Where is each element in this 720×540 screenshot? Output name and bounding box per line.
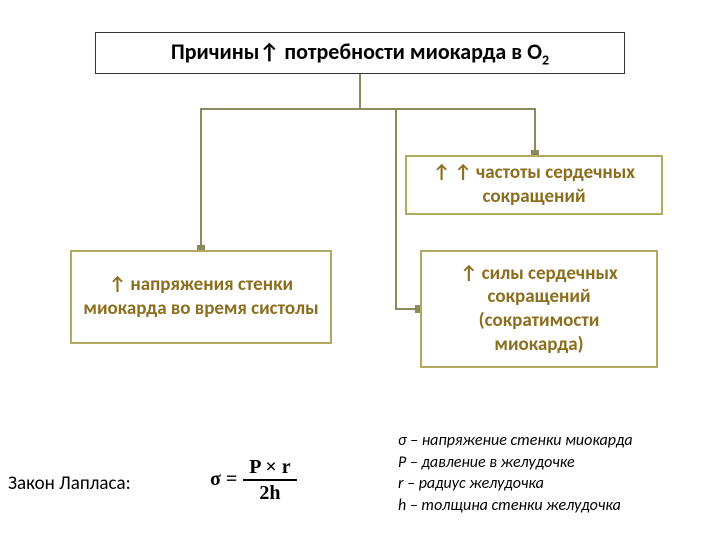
conn-title-down [359,74,361,108]
arrow-up-icon: ↑ [433,161,455,184]
laplace-formula: σ = P × r 2h [210,455,297,505]
formula-denominator: 2h [253,481,286,505]
title-box: Причины↑ потребности миокарда в O2 [95,32,625,74]
legend-l4: h – толщина стенки желудочка [398,495,633,517]
title-symbol: O [527,38,542,65]
box-contractility-text: ↑ силы сердечных сокращений (сократимост… [432,262,646,357]
box-contractility: ↑ силы сердечных сокращений (сократимост… [420,250,658,368]
box-heart-rate: ↑ ↑ частоты сердечных сокращений [405,155,663,215]
conn-hbus [200,108,536,110]
box-heart-rate-text: ↑ ↑ частоты сердечных сокращений [417,161,651,209]
formula-numerator: P × r [243,455,296,479]
conn-to-box3-v [395,108,397,310]
law-label: Закон Лапласа: [8,472,131,495]
title-text: Причины↑ потребности миокарда в O2 [171,38,549,68]
title-subscript: 2 [542,51,549,68]
box3-line: ↑ силы сердечных сокращений (сократимост… [460,262,618,356]
box-wall-tension: ↑ напряжения стенки миокарда во время си… [70,250,332,344]
legend-l3: r – радиус желудочка [398,473,633,495]
formula-sigma: σ = [210,468,237,491]
box2-line: ↑ напряжения стенки миокарда во время си… [83,273,318,320]
legend: σ – напряжение стенки миокарда P – давле… [398,430,633,516]
box-wall-tension-text: ↑ напряжения стенки миокарда во время си… [82,273,320,321]
formula-fraction: P × r 2h [243,455,296,505]
legend-l2: P – давление в желудочке [398,452,633,474]
box1-line: ↑ частоты сердечных сокращений [454,161,635,208]
legend-l1: σ – напряжение стенки миокарда [398,430,633,452]
conn-to-box2 [200,108,202,250]
title-before: Причины↑ потребности миокарда в [171,38,527,65]
conn-to-box1 [534,108,536,155]
